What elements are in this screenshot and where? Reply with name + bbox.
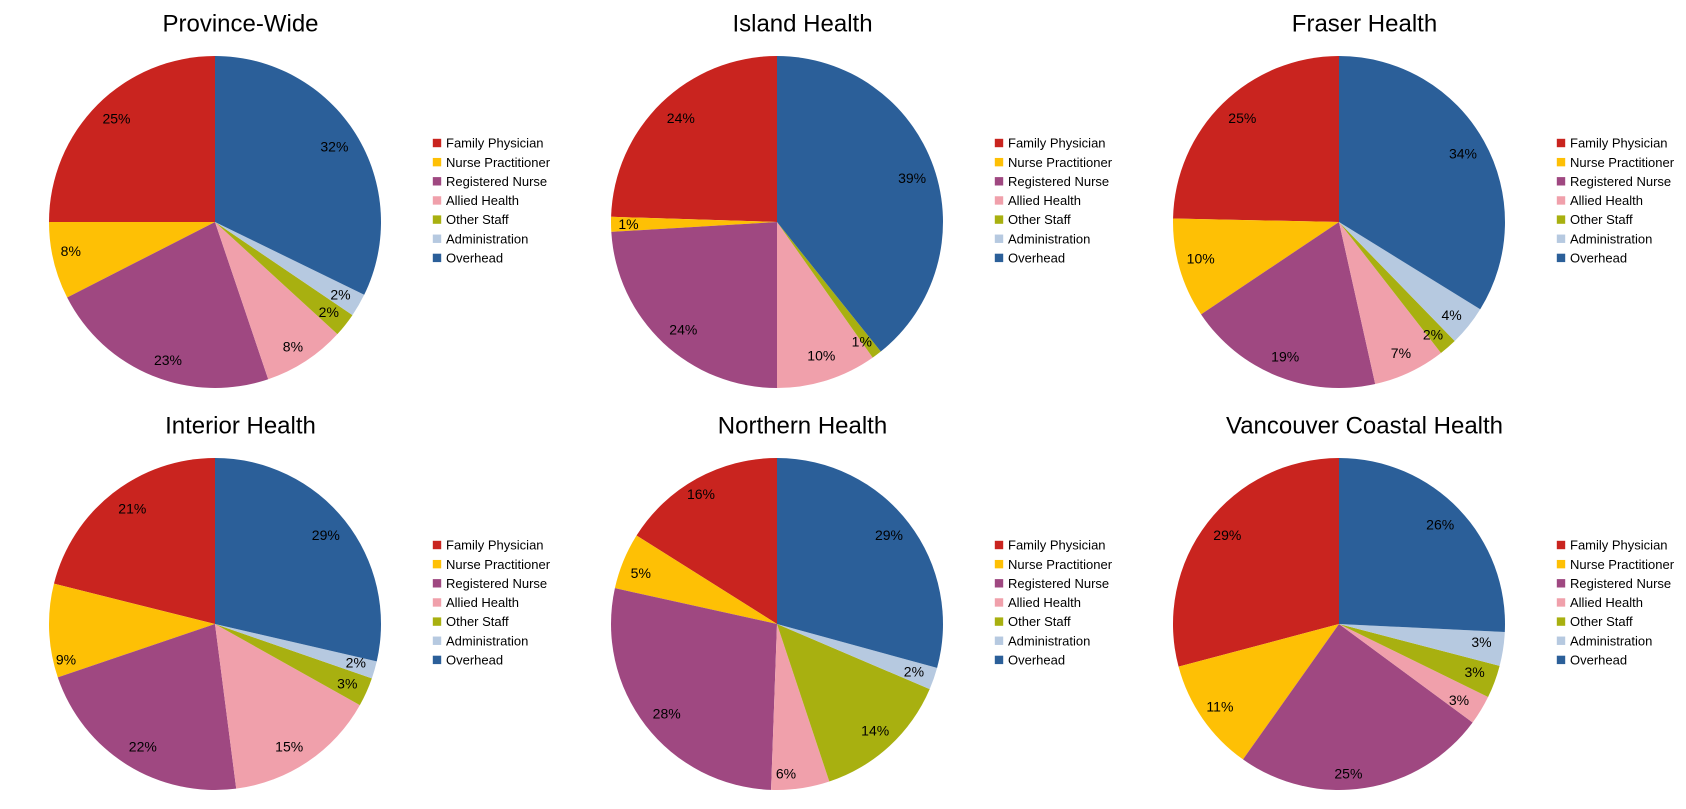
svg-text:4%: 4% [1441,307,1461,323]
svg-text:Family Physician: Family Physician [1570,538,1668,553]
svg-text:2%: 2% [904,664,924,680]
svg-text:24%: 24% [667,110,695,126]
svg-text:Allied Health: Allied Health [1570,595,1643,610]
svg-text:23%: 23% [154,352,182,368]
svg-text:Family Physician: Family Physician [446,538,544,553]
svg-text:Administration: Administration [446,231,528,246]
svg-text:Other Staff: Other Staff [1008,212,1071,227]
svg-text:Allied Health: Allied Health [446,595,519,610]
svg-text:29%: 29% [312,527,340,543]
svg-text:Administration: Administration [446,633,528,648]
svg-text:Allied Health: Allied Health [1008,595,1081,610]
svg-text:25%: 25% [102,111,130,127]
svg-text:8%: 8% [61,243,81,259]
svg-text:Allied Health: Allied Health [446,193,519,208]
svg-text:Overhead: Overhead [1008,653,1065,668]
svg-text:Other Staff: Other Staff [1570,614,1633,629]
svg-text:Nurse Practitioner: Nurse Practitioner [1570,557,1675,572]
svg-text:7%: 7% [1391,345,1411,361]
svg-text:Allied Health: Allied Health [1008,193,1081,208]
svg-text:3%: 3% [1471,634,1491,650]
svg-text:2%: 2% [330,287,350,303]
svg-text:Nurse Practitioner: Nurse Practitioner [446,155,551,170]
svg-text:39%: 39% [898,170,926,186]
svg-text:9%: 9% [56,652,76,668]
svg-text:22%: 22% [129,739,157,755]
svg-text:Other Staff: Other Staff [1570,212,1633,227]
svg-text:2%: 2% [1423,326,1443,342]
svg-text:15%: 15% [275,739,303,755]
svg-text:Province-Wide: Province-Wide [162,11,318,38]
svg-text:8%: 8% [283,339,303,355]
svg-text:Northern Health: Northern Health [718,413,887,440]
svg-text:Overhead: Overhead [446,653,503,668]
svg-text:2%: 2% [319,304,339,320]
svg-text:16%: 16% [687,486,715,502]
svg-text:Family Physician: Family Physician [1008,136,1106,151]
svg-text:21%: 21% [118,501,146,517]
svg-text:Registered Nurse: Registered Nurse [1570,174,1671,189]
svg-text:Fraser Health: Fraser Health [1292,11,1437,38]
svg-text:Nurse Practitioner: Nurse Practitioner [1008,557,1113,572]
svg-text:14%: 14% [861,723,889,739]
svg-text:Nurse Practitioner: Nurse Practitioner [446,557,551,572]
svg-text:1%: 1% [852,333,872,349]
svg-text:Overhead: Overhead [1008,251,1065,266]
svg-text:Administration: Administration [1570,633,1652,648]
svg-text:24%: 24% [669,322,697,338]
svg-text:Island Health: Island Health [732,11,872,38]
svg-text:Overhead: Overhead [446,251,503,266]
svg-text:26%: 26% [1426,517,1454,533]
svg-text:Family Physician: Family Physician [446,136,544,151]
svg-text:29%: 29% [1213,527,1241,543]
svg-text:Nurse Practitioner: Nurse Practitioner [1570,155,1675,170]
svg-text:1%: 1% [618,216,638,232]
svg-text:Registered Nurse: Registered Nurse [1008,576,1109,591]
svg-text:28%: 28% [653,705,681,721]
svg-text:3%: 3% [337,675,357,691]
svg-text:Family Physician: Family Physician [1570,136,1668,151]
svg-text:Administration: Administration [1008,633,1090,648]
svg-text:Administration: Administration [1570,231,1652,246]
svg-text:Vancouver Coastal Health: Vancouver Coastal Health [1226,413,1503,440]
svg-text:Other Staff: Other Staff [446,614,509,629]
svg-text:Family Physician: Family Physician [1008,538,1106,553]
svg-text:32%: 32% [320,138,348,154]
svg-text:Registered Nurse: Registered Nurse [446,576,547,591]
svg-text:10%: 10% [807,348,835,364]
svg-text:5%: 5% [631,565,651,581]
svg-text:10%: 10% [1187,250,1215,266]
svg-text:11%: 11% [1206,699,1233,715]
svg-text:Overhead: Overhead [1570,251,1627,266]
svg-text:Other Staff: Other Staff [1008,614,1071,629]
svg-text:6%: 6% [776,766,796,782]
svg-text:Interior Health: Interior Health [165,413,316,440]
svg-text:3%: 3% [1464,664,1484,680]
svg-text:Allied Health: Allied Health [1570,193,1643,208]
svg-text:Administration: Administration [1008,231,1090,246]
svg-text:Registered Nurse: Registered Nurse [1570,576,1671,591]
svg-text:3%: 3% [1449,692,1469,708]
svg-text:Other Staff: Other Staff [446,212,509,227]
svg-text:Overhead: Overhead [1570,653,1627,668]
svg-text:2%: 2% [346,655,366,671]
svg-text:19%: 19% [1271,349,1299,365]
svg-text:25%: 25% [1228,110,1256,126]
svg-text:29%: 29% [875,527,903,543]
svg-text:Nurse Practitioner: Nurse Practitioner [1008,155,1113,170]
svg-text:Registered Nurse: Registered Nurse [446,174,547,189]
svg-text:25%: 25% [1334,766,1362,782]
svg-text:Registered Nurse: Registered Nurse [1008,174,1109,189]
svg-text:34%: 34% [1449,146,1477,162]
